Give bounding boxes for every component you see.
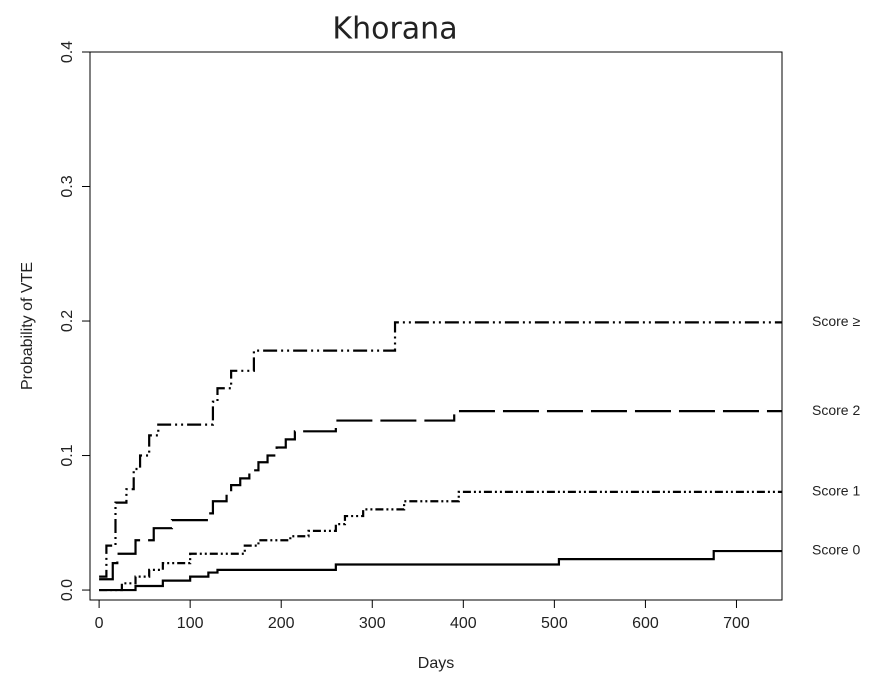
y-tick-label: 0.3 bbox=[59, 175, 76, 197]
survival-curve bbox=[99, 410, 782, 581]
x-axis-label: Days bbox=[418, 655, 454, 672]
x-tick-label: 200 bbox=[268, 615, 295, 632]
y-axis-label: Probability of VTE bbox=[19, 262, 36, 390]
y-tick-label: 0.0 bbox=[59, 579, 76, 601]
y-tick-label: 0.2 bbox=[59, 310, 76, 332]
curve-label: Score 0 bbox=[812, 542, 860, 558]
x-tick-label: 400 bbox=[450, 615, 477, 632]
curve-label: Score ≥ bbox=[812, 313, 860, 329]
x-tick-label: 600 bbox=[632, 615, 659, 632]
survival-curve bbox=[99, 549, 782, 592]
x-tick-label: 300 bbox=[359, 615, 386, 632]
x-tick-label: 100 bbox=[177, 615, 204, 632]
chart-title: Khorana bbox=[332, 12, 457, 47]
y-tick-label: 0.1 bbox=[59, 444, 76, 466]
y-tick-label: 0.4 bbox=[59, 41, 76, 63]
x-tick-label: 700 bbox=[723, 615, 750, 632]
curve-label: Score 2 bbox=[812, 402, 860, 418]
survival-curve bbox=[99, 490, 782, 592]
plot-frame bbox=[89, 51, 783, 601]
x-tick-label: 0 bbox=[95, 615, 104, 632]
curve-label: Score 1 bbox=[812, 483, 860, 499]
x-tick-label: 500 bbox=[541, 615, 568, 632]
survival-curve bbox=[99, 321, 782, 578]
